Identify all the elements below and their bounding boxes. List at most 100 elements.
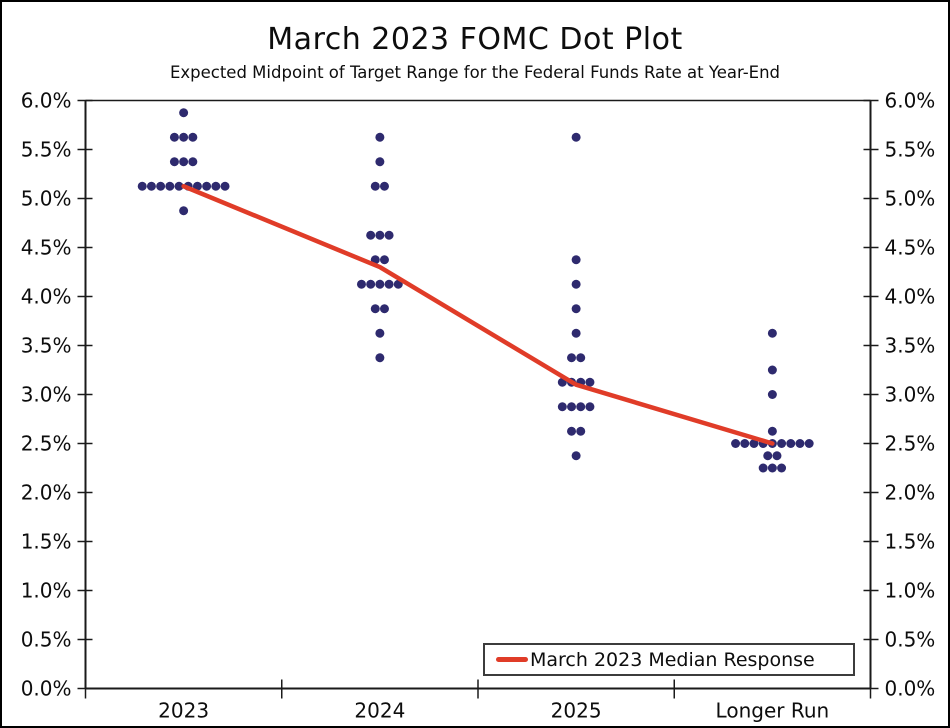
y-axis-label-left: 2.5% — [21, 432, 72, 456]
projection-dot — [772, 451, 782, 461]
projection-dot — [804, 439, 814, 448]
projection-dot — [767, 463, 777, 473]
y-axis-label-right: 6.0% — [885, 89, 936, 113]
y-axis-label-right: 5.0% — [885, 187, 936, 211]
y-axis-label-right: 4.0% — [885, 285, 936, 309]
projection-dot — [749, 439, 759, 448]
x-axis-label: 2024 — [354, 699, 405, 723]
projection-dot — [188, 132, 198, 142]
y-axis-label-left: 1.5% — [21, 530, 72, 554]
projection-dot — [758, 463, 768, 473]
projection-dot — [366, 279, 376, 289]
projection-dot — [571, 132, 581, 142]
y-axis-label-right: 4.5% — [885, 236, 936, 260]
projection-dot — [576, 353, 586, 363]
chart-subtitle: Expected Midpoint of Target Range for th… — [169, 63, 781, 82]
projection-dot — [740, 439, 750, 448]
y-axis-label-right: 1.0% — [885, 579, 936, 603]
y-axis-label-left: 6.0% — [21, 89, 72, 113]
projection-dot — [192, 181, 202, 191]
y-axis-label-left: 2.0% — [21, 481, 72, 505]
projection-dot — [375, 230, 385, 240]
projection-dot — [795, 439, 805, 448]
y-axis-label-right: 3.5% — [885, 334, 936, 358]
projection-dot — [356, 279, 366, 289]
y-axis-label-left: 0.5% — [21, 628, 72, 652]
projection-dot — [375, 353, 385, 363]
projection-dot — [571, 304, 581, 314]
median-response-line — [181, 184, 775, 446]
projection-dot — [571, 451, 581, 461]
chart-title: March 2023 FOMC Dot Plot — [267, 22, 683, 57]
x-axis-label: 2023 — [158, 699, 209, 723]
projection-dot — [169, 157, 179, 167]
projection-dot — [379, 181, 389, 191]
projection-dot — [188, 157, 198, 167]
projection-dot — [156, 181, 166, 191]
y-axis-label-right: 5.5% — [885, 138, 936, 162]
median-line-swatch — [496, 657, 528, 662]
y-axis-label-left: 4.5% — [21, 236, 72, 260]
projection-dot — [137, 181, 147, 191]
y-axis-label-left: 3.0% — [21, 383, 72, 407]
projection-dot — [567, 402, 577, 412]
projection-dot — [576, 402, 586, 412]
y-axis-label-left: 5.5% — [21, 138, 72, 162]
projection-dot — [211, 181, 221, 191]
projection-dot — [767, 328, 777, 338]
projection-dot — [169, 132, 179, 142]
y-axis-label-right: 2.5% — [885, 432, 936, 456]
projection-dot — [585, 377, 595, 387]
projection-dot — [179, 108, 189, 118]
projection-dot — [585, 402, 595, 412]
projection-dot — [767, 426, 777, 436]
projection-dot — [146, 181, 156, 191]
projection-dot — [786, 439, 796, 448]
y-axis-label-right: 1.5% — [885, 530, 936, 554]
projection-dot — [767, 365, 777, 375]
y-axis-label-right: 0.5% — [885, 628, 936, 652]
projection-dot — [174, 181, 184, 191]
projection-dot — [220, 181, 230, 191]
projection-dot — [777, 463, 787, 473]
projection-dot — [179, 157, 189, 167]
projection-dot — [777, 439, 787, 448]
projection-dot — [571, 279, 581, 289]
projection-dot — [384, 230, 394, 240]
legend-label: March 2023 Median Response — [530, 648, 815, 671]
y-axis-label-right: 0.0% — [885, 677, 936, 701]
projection-dot — [375, 157, 385, 167]
projection-dot — [165, 181, 175, 191]
projection-dot — [379, 255, 389, 265]
projection-dot — [571, 328, 581, 338]
projection-dot — [375, 132, 385, 142]
projection-dot — [379, 304, 389, 314]
projection-dot — [202, 181, 212, 191]
y-axis-label-left: 4.0% — [21, 285, 72, 309]
y-axis-label-left: 5.0% — [21, 187, 72, 211]
projection-dot — [567, 426, 577, 436]
projection-dot — [375, 279, 385, 289]
projection-dot — [731, 439, 741, 448]
projection-dot — [384, 279, 394, 289]
projection-dot — [366, 230, 376, 240]
x-axis-label: Longer Run — [716, 699, 830, 723]
projection-dot — [763, 451, 773, 461]
projection-dot — [557, 402, 567, 412]
projection-dot — [567, 353, 577, 363]
projection-dot — [576, 426, 586, 436]
projection-dot — [571, 255, 581, 265]
y-axis-label-left: 3.5% — [21, 334, 72, 358]
projection-dot — [767, 390, 777, 399]
y-axis-label-right: 2.0% — [885, 481, 936, 505]
legend-box: March 2023 Median Response — [483, 643, 855, 676]
projection-dot — [370, 181, 380, 191]
projection-dot — [375, 328, 385, 338]
projection-dot — [179, 206, 189, 216]
x-axis-label: 2025 — [551, 699, 602, 723]
y-axis-label-right: 3.0% — [885, 383, 936, 407]
y-axis-label-left: 0.0% — [21, 677, 72, 701]
projection-dot — [370, 304, 380, 314]
y-axis-label-left: 1.0% — [21, 579, 72, 603]
